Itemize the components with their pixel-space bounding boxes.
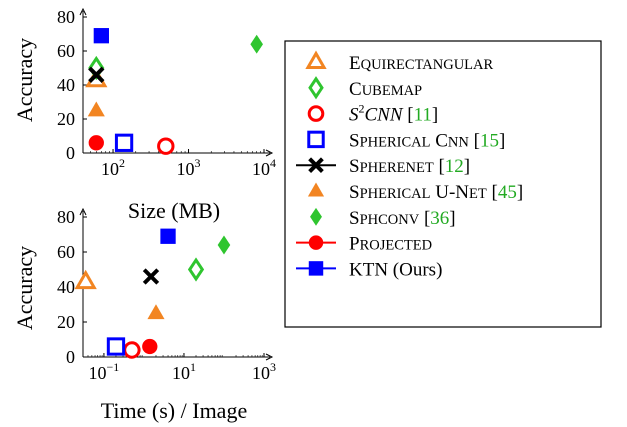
legend-marker xyxy=(309,132,323,146)
data-point xyxy=(144,270,158,284)
y-tick-label: 20 xyxy=(57,109,75,129)
x-axis-label: Size (MB) xyxy=(128,198,220,223)
data-point xyxy=(190,260,203,279)
y-tick-label: 0 xyxy=(66,347,75,367)
data-point xyxy=(147,304,164,319)
data-point xyxy=(108,339,123,354)
legend-label: SPHCONV [36] xyxy=(349,208,456,229)
legend-label: EQUIRECTANGULAR xyxy=(349,53,493,74)
legend-label: PROJECTED xyxy=(349,234,432,255)
y-axis-label: Accuracy xyxy=(12,246,37,330)
x-tick-label: 101 xyxy=(172,360,196,383)
legend-marker xyxy=(309,261,323,275)
data-point xyxy=(160,229,175,244)
legend-label: SPHERICAL U-NET [45] xyxy=(349,182,523,203)
y-tick-label: 60 xyxy=(57,41,75,61)
legend-label: KTN (Ours) xyxy=(349,259,442,280)
data-point xyxy=(116,135,131,150)
data-point xyxy=(250,35,263,54)
x-tick-label: 102 xyxy=(101,156,125,179)
y-axis-label: Accuracy xyxy=(12,38,37,122)
y-tick-label: 20 xyxy=(57,312,75,332)
data-point xyxy=(142,339,157,354)
legend-label: SPHERICAL CNN [15] xyxy=(349,130,505,151)
legend-marker xyxy=(309,235,323,249)
data-point xyxy=(89,135,104,150)
y-tick-label: 80 xyxy=(57,207,75,227)
size-accuracy-chart: Accuracy Size (MB) 0 20 40 60 80 102 103 104 xyxy=(12,7,276,223)
data-point xyxy=(159,139,173,153)
y-tick-label: 40 xyxy=(57,277,75,297)
legend-marker xyxy=(309,107,323,121)
legend-label: CUBEMAP xyxy=(349,79,422,100)
x-tick-label: 104 xyxy=(252,156,276,179)
y-tick-label: 60 xyxy=(57,242,75,262)
y-tick-label: 40 xyxy=(57,75,75,95)
x-tick-label: 103 xyxy=(252,360,276,383)
y-tick-label: 80 xyxy=(57,7,75,27)
data-point xyxy=(218,236,231,255)
data-point xyxy=(88,102,105,117)
x-tick-label: 103 xyxy=(177,156,201,179)
data-point xyxy=(94,28,109,43)
time-accuracy-chart: Accuracy Time (s) / Image 0 20 40 60 80 10−1 1… xyxy=(12,207,276,423)
x-axis-label: Time (s) / Image xyxy=(101,398,247,423)
x-tick-label: 10−1 xyxy=(89,360,120,383)
data-point xyxy=(77,273,94,288)
legend-label: SPHERENET [12] xyxy=(349,156,470,177)
data-point xyxy=(125,343,139,357)
y-tick-label: 0 xyxy=(66,143,75,163)
